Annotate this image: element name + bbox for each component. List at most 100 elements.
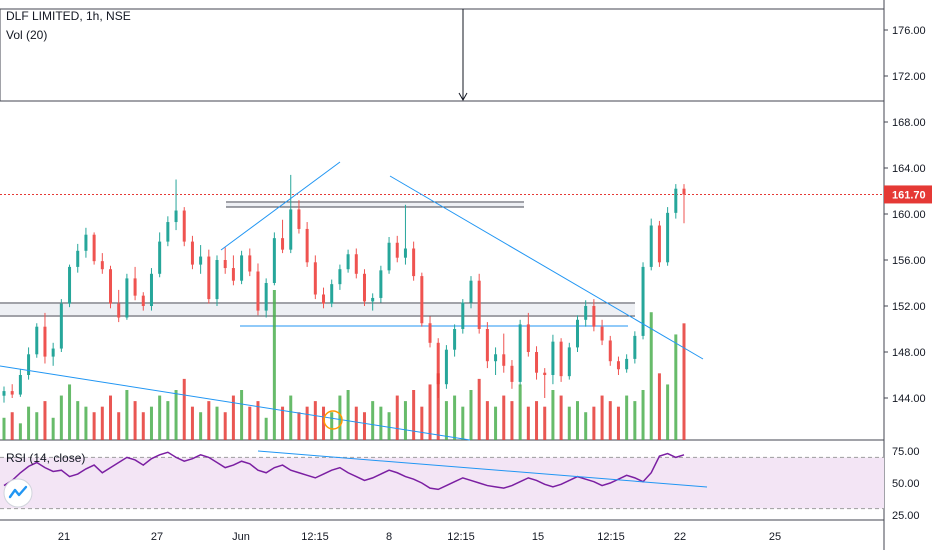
candle-body (518, 324, 522, 382)
candle-body (575, 319, 579, 348)
highlight-circle (323, 410, 343, 430)
volume-bar (166, 401, 170, 440)
volume-bar (379, 406, 383, 440)
price-tick-label: 176.00 (892, 25, 926, 37)
candle-body (403, 248, 407, 258)
candle-body (453, 329, 457, 350)
candle-body (469, 280, 473, 303)
volume-bar (346, 390, 350, 440)
candle-body (215, 260, 219, 300)
candle-body (584, 306, 588, 320)
volume-bar (59, 395, 63, 440)
volume-bar (92, 412, 96, 440)
volume-bar (43, 401, 47, 440)
candle-body (141, 295, 145, 306)
volume-bar (51, 417, 55, 440)
price-tick-label: 160.00 (892, 209, 926, 221)
candle-body (207, 256, 211, 300)
time-tick-label: 27 (151, 531, 163, 543)
candle-body (313, 262, 317, 295)
tradingview-logo-icon[interactable] (3, 478, 33, 508)
volume-bar (281, 406, 285, 440)
volume-bar (100, 406, 104, 440)
candle-body (338, 269, 342, 285)
candle-body (100, 261, 104, 270)
candle-body (510, 365, 514, 382)
candle-body (199, 256, 203, 265)
time-tick-label: Jun (232, 531, 250, 543)
volume-bar (76, 401, 80, 440)
rsi-line (3, 451, 685, 491)
volume-bar (551, 390, 555, 440)
volume-bar (477, 378, 481, 440)
time-tick-label: 8 (386, 531, 392, 543)
candle-body (92, 234, 96, 262)
candle-body (535, 352, 539, 373)
price-tick-label: 156.00 (892, 255, 926, 267)
volume-bar (240, 390, 244, 440)
last-price-tag (884, 185, 932, 204)
volume-bar (387, 412, 391, 440)
volume-bar (313, 401, 317, 440)
volume-bar (444, 401, 448, 440)
candle-body (264, 283, 268, 311)
long-term-trendline (0, 365, 471, 441)
volume-bar (412, 390, 416, 440)
candle-body (182, 210, 186, 242)
volume-bar (305, 406, 309, 440)
candle-body (43, 326, 47, 357)
volume-bar (35, 412, 39, 440)
candle-body (272, 238, 276, 283)
candle-body (59, 303, 63, 349)
volume-bar (330, 412, 334, 440)
candle-body (35, 326, 39, 355)
volume-bar (354, 406, 358, 440)
candle-body (51, 348, 55, 357)
time-tick-label: 25 (769, 531, 781, 543)
candle-body (240, 255, 244, 281)
volume-bar (256, 401, 260, 440)
volume-bar (141, 412, 145, 440)
volume-bar (502, 395, 506, 440)
volume-bar (231, 395, 235, 440)
candle-body (223, 260, 227, 269)
volume-bar (182, 378, 186, 440)
volume-bar (109, 395, 113, 440)
candle-body (387, 242, 391, 271)
candle-body (322, 294, 326, 304)
volume-bar (10, 412, 14, 440)
last-price-label: 161.70 (892, 189, 926, 201)
candle-body (657, 225, 661, 263)
price-tick-label: 144.00 (892, 393, 926, 405)
price-tick-label: 152.00 (892, 301, 926, 313)
rsi-trendline (257, 450, 708, 488)
volume-bar (27, 406, 31, 440)
volume-bar (633, 401, 637, 440)
price-tick-label: 164.00 (892, 163, 926, 175)
volume-bar (453, 395, 457, 440)
candle-body (10, 391, 14, 395)
volume-bar (575, 401, 579, 440)
candle-body (371, 297, 375, 302)
candle-body (625, 358, 629, 370)
candle-body (494, 354, 498, 362)
candle-body (567, 347, 571, 377)
candle-body (117, 303, 121, 318)
candle-body (444, 349, 448, 385)
volume-bar (584, 412, 588, 440)
symbol-title[interactable]: DLF LIMITED, 1h, NSE (6, 9, 131, 23)
candle-body (395, 242, 399, 258)
volume-bar (18, 423, 22, 440)
time-tick-label: 15 (532, 531, 544, 543)
rising-wedge-trendline (220, 161, 341, 251)
volume-bar (215, 406, 219, 440)
time-tick-label: 12:15 (301, 531, 329, 543)
rsi-tick-label: 25.00 (892, 510, 920, 522)
volume-indicator-label[interactable]: Vol (20) (6, 28, 48, 42)
volume-bar (494, 406, 498, 440)
candle-body (27, 354, 31, 375)
volume-bar (117, 412, 121, 440)
rsi-indicator-label[interactable]: RSI (14, close) (6, 451, 86, 465)
volume-bar (616, 406, 620, 440)
